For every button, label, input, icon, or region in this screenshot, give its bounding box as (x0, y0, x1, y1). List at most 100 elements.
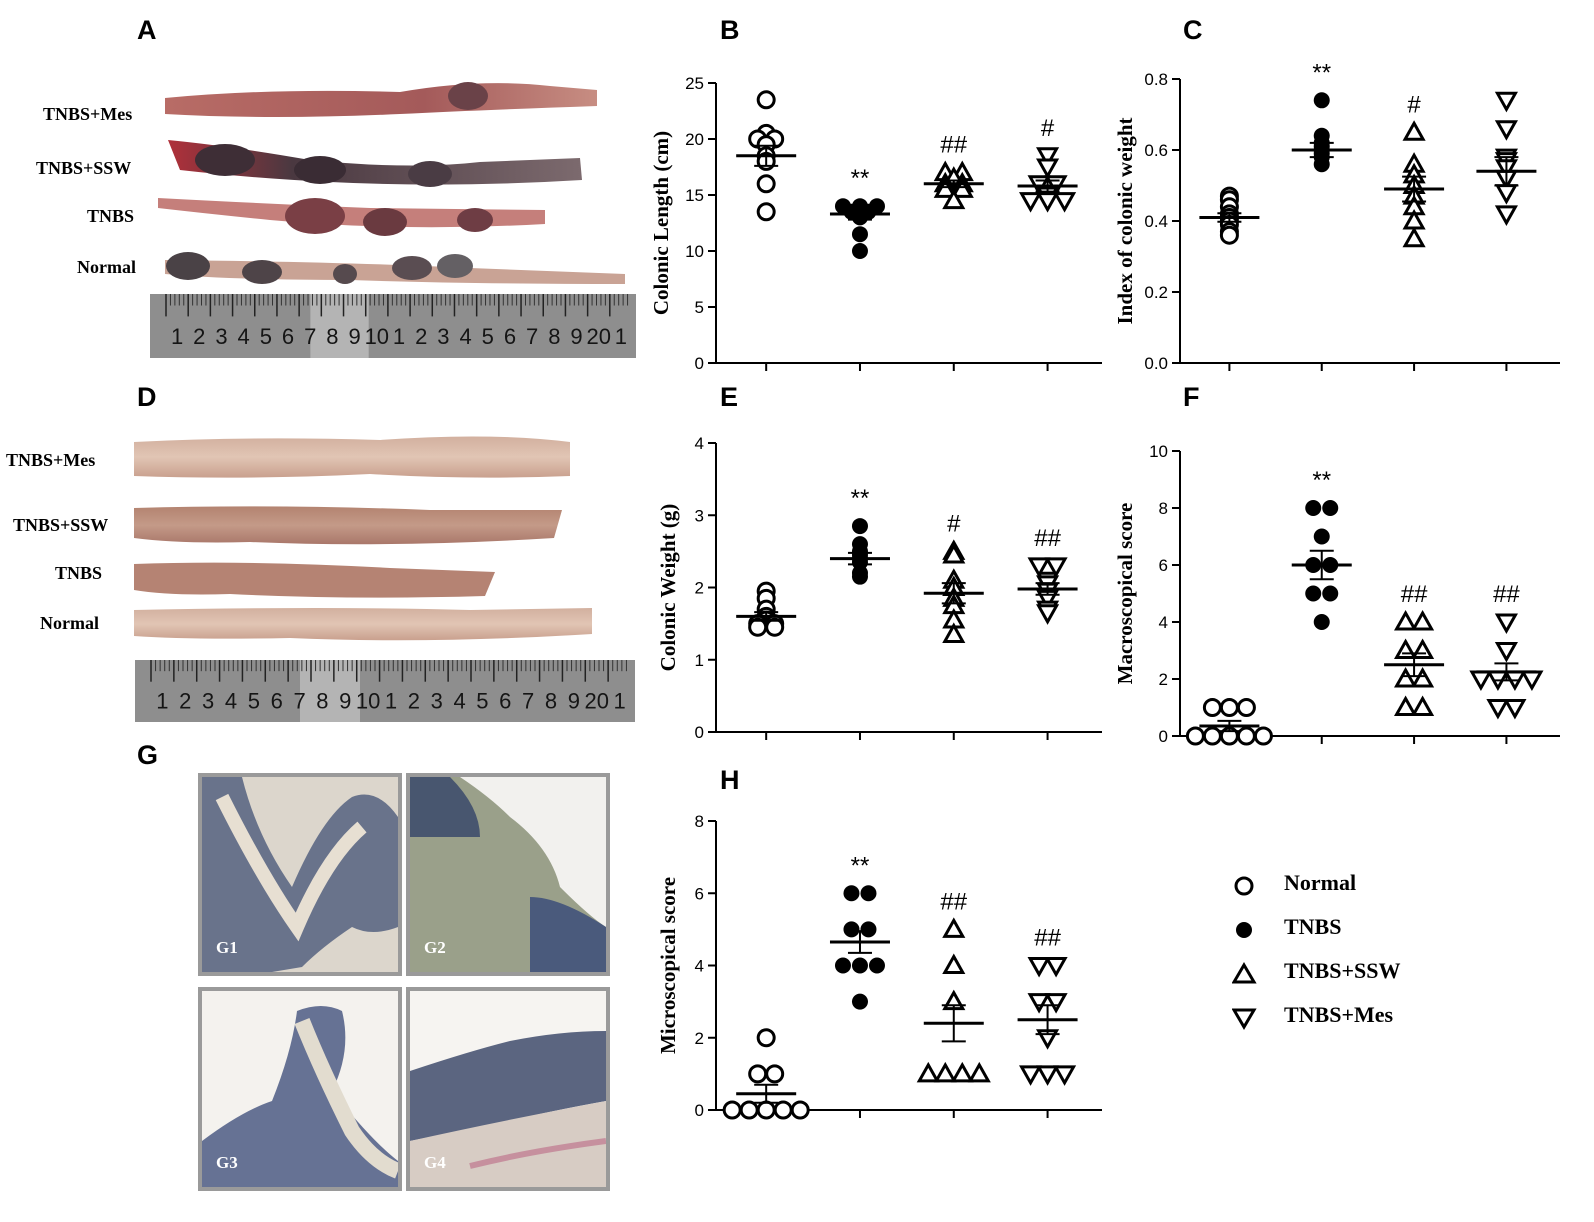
legend-open-circle-icon (1234, 876, 1254, 896)
ruler-number: 1 (171, 324, 183, 349)
y-axis-label: Colonic Length (cm) (649, 131, 673, 315)
chart-h: 0 2 4 6 8 Microscopical score ** ## ## (656, 812, 1102, 1120)
colon-label-d-ssw: TNBS+SSW (13, 515, 109, 535)
data-point-tnbs-ssw (1394, 609, 1418, 631)
panel-letter-d: D (137, 382, 157, 412)
data-point-normal (756, 174, 776, 194)
ruler-number: 3 (202, 688, 214, 713)
y-axis-label: Microscopical score (656, 877, 680, 1054)
colon-label-d-tnbs: TNBS (55, 563, 103, 583)
ruler-number: 5 (260, 324, 272, 349)
data-point-tnbs-mes (1036, 147, 1060, 168)
y-tick-label: 0.6 (1144, 141, 1168, 160)
histology-label-g1: G1 (216, 938, 238, 957)
data-point-normal (1253, 726, 1273, 746)
chart-f: 0 2 4 6 8 10 Macroscopical score ** ## ## (1113, 442, 1560, 746)
ruler-number: 7 (526, 324, 538, 349)
panel-letter-h: H (720, 765, 740, 795)
panel-letter-e: E (720, 382, 739, 412)
data-point-tnbs-ssw (942, 953, 966, 974)
significance-annotation: ## (1034, 925, 1061, 952)
y-tick-label: 10 (685, 242, 704, 261)
histology-g3: G3 (198, 987, 402, 1191)
legend-label-ssw: TNBS+SSW (1284, 958, 1401, 983)
data-point-normal (756, 202, 776, 222)
ruler-number: 1 (156, 688, 168, 713)
histology-g2: G2 (406, 773, 610, 976)
data-point-tnbs-mes (1019, 192, 1043, 213)
ruler-number: 10 (365, 324, 389, 349)
data-point-tnbs (851, 957, 868, 974)
data-point-tnbs-mes (1053, 1065, 1077, 1086)
ruler-number: 6 (504, 324, 516, 349)
data-point-normal (765, 1064, 785, 1084)
legend-filled-circle-icon (1236, 922, 1252, 938)
data-point-tnbs-mes (1494, 91, 1518, 113)
colon-photo-a (158, 82, 625, 284)
data-point-tnbs-ssw (1411, 638, 1435, 659)
y-tick-label: 6 (695, 884, 704, 903)
data-point-tnbs (1313, 156, 1330, 173)
y-tick-label: 0 (695, 723, 704, 742)
legend-open-triangle-icon (1232, 962, 1257, 984)
data-point-tnbs-ssw (942, 917, 966, 938)
data-point-tnbs-ssw (950, 177, 974, 198)
data-point-tnbs (860, 885, 877, 902)
data-point-tnbs (1305, 500, 1322, 516)
ruler-number: 10 (356, 688, 380, 713)
data-point-tnbs-mes (1019, 1065, 1043, 1086)
data-point-tnbs (851, 226, 868, 243)
data-point-normal (1185, 726, 1205, 746)
histology-label-g3: G3 (216, 1153, 238, 1172)
data-point-tnbs-mes (1053, 192, 1077, 213)
data-point-tnbs (843, 885, 860, 902)
colon-label-d-normal: Normal (40, 613, 99, 633)
ruler-number: 8 (326, 324, 338, 349)
significance-annotation: # (1041, 115, 1055, 142)
y-tick-label: 4 (1159, 613, 1168, 632)
panel-letter-c: C (1183, 15, 1203, 45)
significance-annotation: ## (1401, 581, 1428, 608)
data-point-normal (1219, 698, 1239, 717)
data-point-tnbs (851, 518, 868, 535)
y-tick-label: 0 (695, 354, 704, 373)
significance-annotation: ** (1312, 467, 1331, 494)
data-point-tnbs-ssw (1394, 638, 1418, 659)
data-point-tnbs-mes (1469, 670, 1493, 692)
data-point-tnbs-ssw (1394, 695, 1418, 716)
ruler-number: 2 (415, 324, 427, 349)
y-tick-label: 20 (685, 130, 704, 149)
data-point-normal (773, 1100, 793, 1120)
significance-annotation: ## (1034, 525, 1061, 552)
ruler-number: 5 (482, 324, 494, 349)
y-tick-label: 8 (1159, 499, 1168, 518)
colon-label-a-normal: Normal (77, 257, 136, 277)
data-point-tnbs-ssw (942, 542, 966, 564)
panel-letter-b: B (720, 15, 740, 45)
ruler-number: 3 (437, 324, 449, 349)
ruler-number: 1 (393, 324, 405, 349)
ruler-number: 8 (316, 688, 328, 713)
colon-label-a-mes: TNBS+Mes (43, 104, 133, 124)
ruler-number: 9 (339, 688, 351, 713)
ruler-number: 9 (570, 324, 582, 349)
data-point-tnbs-ssw (942, 622, 966, 643)
panel-letter-g: G (137, 740, 159, 770)
data-point-normal (790, 1100, 810, 1120)
data-point-tnbs-mes (1486, 699, 1510, 720)
data-point-tnbs-mes (1494, 642, 1518, 663)
data-point-tnbs-ssw (933, 1061, 957, 1083)
ruler-number: 8 (545, 688, 557, 713)
y-tick-label: 5 (695, 298, 704, 317)
y-tick-label: 2 (695, 1029, 704, 1048)
colon-label-d-mes: TNBS+Mes (6, 450, 96, 470)
significance-annotation: ** (851, 165, 870, 192)
data-point-tnbs-mes (1027, 957, 1051, 978)
legend-open-inverted-triangle-icon (1232, 1008, 1257, 1030)
ruler-number: 20 (586, 324, 610, 349)
data-point-normal (1202, 698, 1222, 717)
data-point-normal (722, 1100, 742, 1120)
data-point-tnbs-mes (1520, 670, 1544, 692)
ruler-number: 6 (271, 688, 283, 713)
